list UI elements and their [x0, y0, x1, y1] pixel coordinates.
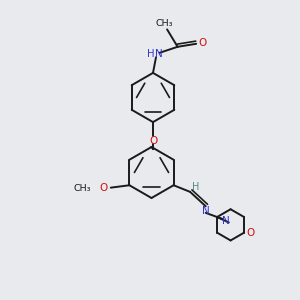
Text: N: N	[222, 216, 230, 226]
Text: O: O	[149, 136, 157, 146]
Text: CH₃: CH₃	[74, 184, 91, 193]
Text: N: N	[202, 206, 210, 216]
Text: O: O	[199, 38, 207, 48]
Text: O: O	[99, 183, 107, 193]
Text: CH₃: CH₃	[155, 19, 173, 28]
Text: H: H	[192, 182, 199, 192]
Text: N: N	[154, 49, 162, 59]
Text: H: H	[147, 49, 154, 59]
Text: O: O	[246, 228, 254, 238]
